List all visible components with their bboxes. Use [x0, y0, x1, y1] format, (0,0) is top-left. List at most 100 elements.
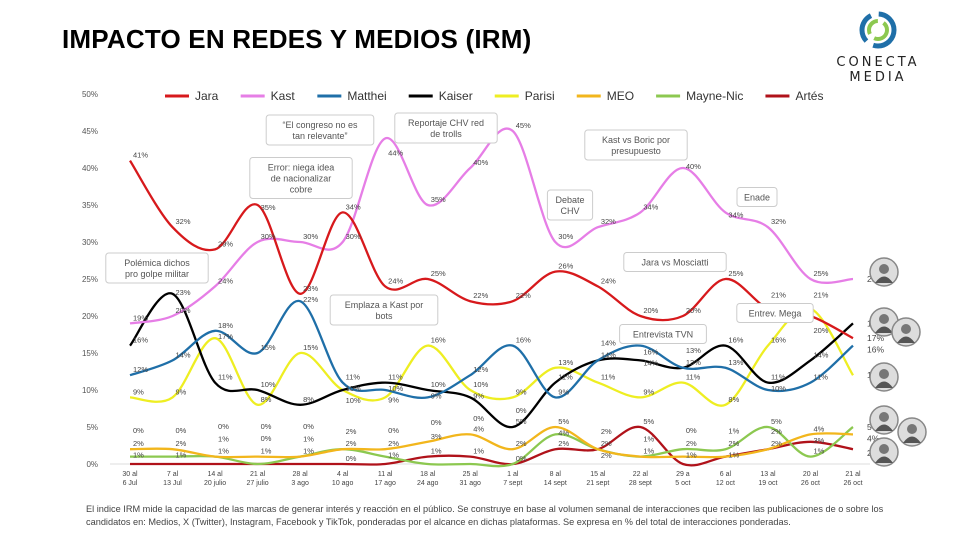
data-label: 20%	[176, 306, 191, 315]
data-label: 10%	[431, 380, 446, 389]
data-label: 5%	[643, 417, 654, 426]
avatar-body-icon	[875, 381, 893, 388]
page-title: IMPACTO EN REDES Y MEDIOS (IRM)	[62, 24, 532, 54]
avatar-head-icon	[879, 412, 889, 422]
data-label: 11%	[771, 373, 786, 382]
data-label: 23%	[303, 284, 318, 293]
data-label: 15%	[303, 343, 318, 352]
data-label: 10%	[473, 380, 488, 389]
data-label: 2%	[601, 451, 612, 460]
data-label: 16%	[643, 348, 658, 357]
legend-label: Jara	[195, 89, 219, 103]
avatar-head-icon	[879, 314, 889, 324]
data-label: 40%	[686, 162, 701, 171]
data-label: 18%	[218, 321, 233, 330]
data-label: 24%	[388, 276, 403, 285]
x-tick-label: 11 al 17 ago	[374, 471, 396, 487]
data-label: 0%	[261, 434, 272, 443]
legend-label: Kaiser	[439, 89, 473, 103]
series-line-kaiser	[129, 292, 854, 429]
data-label: 24%	[601, 276, 616, 285]
data-label: 2%	[388, 439, 399, 448]
data-label: 2%	[516, 439, 527, 448]
data-label: 1%	[303, 435, 314, 444]
data-label: 16%	[771, 336, 786, 345]
data-label: 0%	[176, 426, 187, 435]
avatar-head-icon	[879, 369, 889, 379]
y-tick-label: 0%	[86, 460, 98, 469]
data-label: 20%	[643, 306, 658, 315]
x-tick-label: 28 al 3 ago	[291, 471, 309, 487]
data-label: 25%	[813, 269, 828, 278]
data-label: 9%	[431, 391, 442, 400]
data-label: 22%	[516, 291, 531, 300]
annotation-callout	[265, 114, 375, 146]
data-label: 1%	[133, 451, 144, 460]
data-label: 44%	[388, 148, 403, 157]
data-label: 25%	[728, 269, 743, 278]
data-label: 9%	[388, 395, 399, 404]
legend-label: Mayne-Nic	[686, 89, 743, 103]
data-label: 21%	[813, 291, 828, 300]
data-label: 0%	[431, 418, 442, 427]
annotation-text: Reportaje CHV red	[408, 118, 484, 128]
data-label: 9%	[473, 391, 484, 400]
data-label: 1%	[728, 451, 739, 460]
data-label: 4%	[473, 424, 484, 433]
data-label: 21%	[771, 291, 786, 300]
avatar-body-icon	[897, 336, 915, 343]
logo-icon	[859, 11, 897, 49]
data-label: 1%	[303, 447, 314, 456]
annotation-text: pro golpe militar	[125, 269, 189, 279]
data-label: 16%	[867, 345, 884, 355]
data-label: 20%	[686, 306, 701, 315]
data-label: 2%	[686, 439, 697, 448]
data-label: 11%	[686, 373, 701, 382]
data-label: 0%	[686, 426, 697, 435]
logo-text-1: CONECTA	[836, 55, 920, 70]
data-label: 5%	[558, 417, 569, 426]
annotation-text: CHV	[560, 206, 579, 216]
data-label: 2%	[601, 439, 612, 448]
data-label: 13%	[686, 358, 701, 367]
data-label: 4%	[558, 428, 569, 437]
data-label: 14%	[601, 338, 616, 347]
annotation-text: Jara vs Mosciatti	[641, 258, 708, 268]
data-label: 16%	[728, 336, 743, 345]
data-label: 29%	[218, 239, 233, 248]
annotation-callout	[249, 157, 353, 199]
footnote: El indice IRM mide la capacidad de las m…	[86, 504, 884, 527]
y-tick-label: 15%	[82, 349, 98, 358]
annotation-text: presupuesto	[611, 146, 661, 156]
x-tick-label: 25 al 31 ago	[460, 471, 482, 487]
legend-label: Matthei	[347, 89, 386, 103]
data-label: 16%	[133, 336, 148, 345]
data-label: 11%	[218, 373, 233, 382]
data-label: 22%	[303, 295, 318, 304]
data-label: 0%	[388, 426, 399, 435]
data-label: 10%	[261, 380, 276, 389]
data-label: 1%	[643, 435, 654, 444]
series-line-artés	[129, 425, 854, 467]
data-label: 32%	[601, 217, 616, 226]
data-label: 24%	[218, 276, 233, 285]
annotation-callout	[736, 303, 814, 323]
data-label: 12%	[133, 365, 148, 374]
data-label: 9%	[516, 387, 527, 396]
data-label: 14%	[643, 358, 658, 367]
data-label: 0%	[303, 422, 314, 431]
data-label: 0%	[133, 426, 144, 435]
annotation-callout	[584, 129, 688, 161]
x-tick-label: 7 al 13 Jul	[163, 471, 182, 487]
legend-label: Kast	[271, 89, 296, 103]
data-label: 41%	[133, 151, 148, 160]
data-label: 1%	[388, 451, 399, 460]
data-label: 2%	[133, 439, 144, 448]
x-tick-label: 21 al 26 oct	[843, 471, 862, 487]
data-label: 5%	[516, 417, 527, 426]
data-label: 2%	[601, 427, 612, 436]
data-label: 2%	[346, 439, 357, 448]
data-label: 14%	[176, 350, 191, 359]
avatar-head-icon	[907, 424, 917, 434]
data-label: 2%	[771, 439, 782, 448]
